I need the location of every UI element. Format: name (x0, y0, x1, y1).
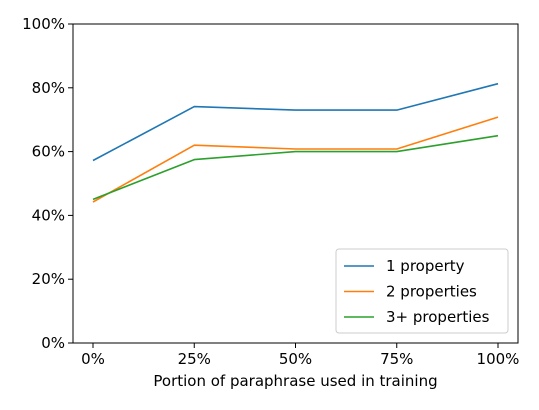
x-tick-label: 50% (279, 350, 312, 368)
x-tick-label: 75% (380, 350, 413, 368)
axis-ticks: 0% 20% 40% 60% 80% 100% 0% 25% 50% 75% 100% (22, 15, 519, 368)
y-tick-label: 100% (22, 15, 65, 33)
x-tick-label: 25% (178, 350, 211, 368)
series-line-3 (92, 134, 499, 201)
x-axis-label: Portion of paraphrase used in training (153, 372, 437, 390)
legend: 1 property 2 properties 3+ properties (335, 248, 509, 334)
legend-label: 1 property (386, 257, 465, 275)
x-tick-label: 0% (81, 350, 105, 368)
y-tick-label: 20% (32, 270, 65, 288)
legend-label: 2 properties (386, 283, 477, 301)
y-tick-label: 0% (41, 334, 65, 352)
series-lines (92, 82, 499, 203)
y-tick-label: 60% (32, 143, 65, 161)
x-tick-label: 100% (477, 350, 520, 368)
series-line-1 (92, 82, 499, 162)
plot-frame (72, 23, 519, 344)
y-tick-label: 80% (32, 79, 65, 97)
y-tick-label: 40% (32, 206, 65, 224)
legend-label: 3+ properties (386, 308, 490, 326)
legend-box (335, 248, 509, 334)
series-line-2 (92, 116, 499, 203)
